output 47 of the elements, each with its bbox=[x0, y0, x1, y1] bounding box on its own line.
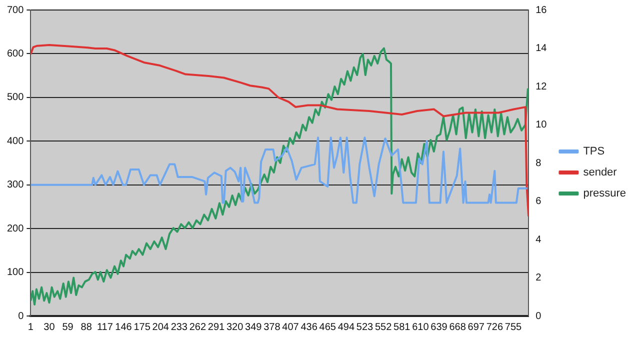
x-tick-label: 291 bbox=[208, 322, 226, 333]
x-tick-label: 552 bbox=[374, 322, 392, 333]
y-tick-label: 400 bbox=[6, 136, 24, 147]
x-tick-label: 581 bbox=[394, 322, 411, 333]
y2-tick-label: 4 bbox=[536, 234, 542, 246]
x-tick-label: 349 bbox=[245, 322, 262, 333]
x-tick-label: 233 bbox=[170, 322, 188, 333]
x-tick-label: 494 bbox=[338, 322, 355, 333]
x-tick-label: 523 bbox=[356, 322, 374, 333]
y-tick-label: 600 bbox=[6, 48, 24, 60]
x-tick-label: 407 bbox=[282, 322, 300, 333]
y2-tick-label: 8 bbox=[536, 158, 542, 169]
x-tick-label: 378 bbox=[264, 322, 281, 333]
x-tick-label: 88 bbox=[80, 322, 92, 333]
x-tick-label: 465 bbox=[319, 322, 336, 333]
x-tick-label: 320 bbox=[226, 322, 244, 333]
legend-label: pressure bbox=[583, 188, 626, 200]
x-tick-label: 697 bbox=[468, 322, 485, 333]
y-tick-label: 500 bbox=[6, 92, 24, 104]
y2-tick-label: 10 bbox=[536, 120, 548, 130]
x-tick-label: 262 bbox=[189, 322, 206, 333]
x-tick-label: 146 bbox=[115, 322, 132, 333]
x-tick-label: 59 bbox=[62, 322, 74, 333]
y-tick-label: 0 bbox=[18, 310, 24, 322]
x-tick-label: 436 bbox=[300, 322, 318, 333]
x-tick-label: 117 bbox=[96, 322, 114, 333]
x-tick-label: 30 bbox=[44, 322, 56, 333]
x-tick-label: 204 bbox=[152, 322, 170, 333]
x-tick-label: 755 bbox=[504, 322, 522, 333]
x-tick-label: 639 bbox=[430, 322, 448, 333]
x-tick-label: 610 bbox=[412, 322, 430, 333]
x-tick-label: 668 bbox=[449, 322, 466, 333]
x-tick-label: 1 bbox=[28, 322, 34, 333]
y2-tick-label: 6 bbox=[536, 196, 542, 207]
y-tick-label: 100 bbox=[6, 267, 24, 278]
y2-tick-label: 12 bbox=[536, 81, 548, 92]
y-tick-label: 300 bbox=[6, 180, 24, 191]
y2-tick-label: 14 bbox=[536, 43, 548, 54]
legend-label: TPS bbox=[583, 146, 605, 158]
x-tick-label: 726 bbox=[486, 322, 504, 333]
y2-tick-label: 16 bbox=[536, 4, 548, 16]
y2-tick-label: 2 bbox=[536, 272, 542, 284]
y-tick-label: 700 bbox=[6, 4, 24, 16]
legend-label: sender bbox=[583, 166, 618, 179]
y-tick-label: 200 bbox=[6, 223, 24, 234]
y2-tick-label: 0 bbox=[536, 310, 542, 322]
x-tick-label: 175 bbox=[134, 322, 151, 333]
